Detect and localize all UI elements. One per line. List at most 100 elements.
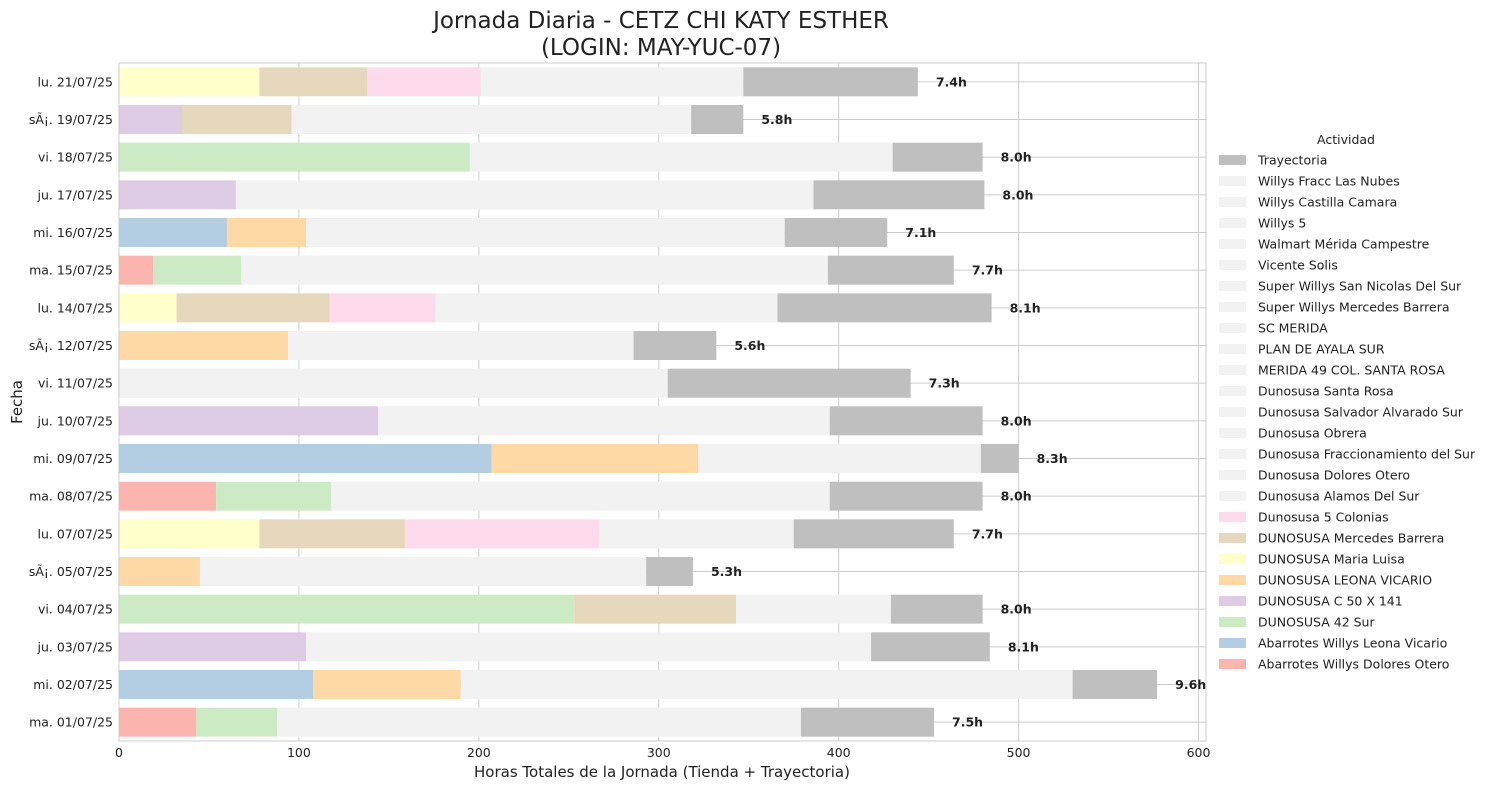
bar-segment <box>980 444 1019 473</box>
bar-total-label: 8.0h <box>1001 150 1032 165</box>
legend-swatch <box>1219 197 1246 207</box>
bar-segment <box>259 67 368 97</box>
bar-segment <box>176 293 330 323</box>
bar-total-label: 8.0h <box>1001 413 1032 428</box>
bar-segment <box>331 481 830 511</box>
bar-segment <box>119 67 260 97</box>
y-tick-label: sÃ¡. 05/07/25 <box>29 564 113 579</box>
bar-segment <box>599 519 794 549</box>
y-tick-label: mi. 16/07/25 <box>33 225 113 240</box>
legend-label: Vicente Solis <box>1258 258 1338 273</box>
chart-title: Jornada Diaria - CETZ CHI KATY ESTHER <box>431 8 889 34</box>
legend-swatch <box>1219 155 1246 165</box>
bar-segment <box>181 105 292 134</box>
bars-layer <box>119 67 1158 737</box>
bar-segment <box>196 707 278 737</box>
legend-label: Willys Castilla Camara <box>1258 195 1397 210</box>
bar-segment <box>829 481 983 511</box>
bar-segment <box>743 67 918 97</box>
y-tick-label: mi. 09/07/25 <box>33 451 113 466</box>
bar-segment <box>892 142 983 172</box>
legend-swatch <box>1219 323 1246 333</box>
y-tick-label: lu. 07/07/25 <box>38 526 113 541</box>
bar-segment <box>491 444 699 473</box>
legend-label: DUNOSUSA 42 Sur <box>1258 615 1375 630</box>
bar-segment <box>119 481 217 511</box>
bar-total-label: 8.3h <box>1037 451 1068 466</box>
bar-total-label: 7.1h <box>905 225 936 240</box>
legend-label: PLAN DE AYALA SUR <box>1258 342 1385 357</box>
bar-segment <box>199 557 647 586</box>
legend-label: Dunosusa 5 Colonias <box>1258 510 1389 525</box>
legend-swatch <box>1219 617 1246 627</box>
legend-label: Super Willys San Nicolas Del Sur <box>1258 279 1462 294</box>
bar-segment <box>119 406 379 436</box>
bar-total-label: 8.1h <box>1008 639 1039 654</box>
bar-segment <box>574 594 737 624</box>
legend-label: Willys 5 <box>1258 216 1306 231</box>
bar-segment <box>119 180 236 210</box>
legend-label: Dunosusa Santa Rosa <box>1258 384 1394 399</box>
bar-segment <box>119 293 177 323</box>
legend-swatch <box>1219 260 1246 270</box>
bar-segment <box>119 557 200 586</box>
legend-swatch <box>1219 638 1246 648</box>
legend-label: Willys Fracc Las Nubes <box>1258 174 1400 189</box>
bar-segment <box>235 180 814 210</box>
legend-label: Dunosusa Alamos Del Sur <box>1258 489 1420 504</box>
legend-title: Actividad <box>1317 132 1375 147</box>
legend-label: SC MERIDA <box>1258 321 1328 336</box>
bar-segment <box>469 142 893 172</box>
bar-segment <box>153 255 242 285</box>
y-tick-label: sÃ¡. 12/07/25 <box>29 338 113 353</box>
bar-segment <box>646 557 693 586</box>
bar-total-label: 5.3h <box>711 564 742 579</box>
x-tick-label: 100 <box>287 745 311 760</box>
bar-total-label: 7.4h <box>936 74 967 89</box>
bar-segment <box>777 293 992 323</box>
bar-segment <box>633 331 717 360</box>
x-tick-label: 400 <box>827 745 851 760</box>
legend-swatch <box>1219 344 1246 354</box>
bar-segment <box>698 444 981 473</box>
y-tick-label: lu. 14/07/25 <box>38 300 113 315</box>
y-axis-label: Fecha <box>8 380 26 424</box>
legend-swatch <box>1219 386 1246 396</box>
bar-segment <box>829 406 983 436</box>
bar-total-label: 7.7h <box>972 526 1003 541</box>
bar-total-label: 9.6h <box>1175 677 1206 692</box>
plot-frame <box>118 62 1207 742</box>
bar-segment <box>119 142 470 172</box>
bar-segment <box>871 632 990 662</box>
legend-swatch <box>1219 428 1246 438</box>
bar-segment <box>119 707 197 737</box>
chart-subtitle: (LOGIN: MAY-YUC-07) <box>541 35 781 61</box>
y-tick-label: ju. 03/07/25 <box>37 639 113 654</box>
bar-segment <box>378 406 830 436</box>
bar-segment <box>435 293 778 323</box>
y-tick-label: vi. 04/07/25 <box>38 602 113 617</box>
legend-label: DUNOSUSA C 50 X 141 <box>1258 594 1403 609</box>
y-tick-label: lu. 21/07/25 <box>38 74 113 89</box>
bar-segment <box>667 368 911 398</box>
bar-segment <box>793 519 954 549</box>
legend-swatch <box>1219 449 1246 459</box>
legend-swatch <box>1219 554 1246 564</box>
bar-segment <box>890 594 983 624</box>
legend-swatch <box>1219 533 1246 543</box>
bar-total-label: 7.7h <box>972 263 1003 278</box>
bar-total-label: 7.3h <box>929 376 960 391</box>
bar-segment <box>460 670 1073 699</box>
y-tick-label: ju. 17/07/25 <box>37 187 113 202</box>
bar-segment <box>119 368 668 398</box>
legend: Actividad Trayectoria Willys Fracc Las Nu… <box>1219 132 1476 672</box>
legend-swatch <box>1219 470 1246 480</box>
bar-segment <box>1072 670 1158 699</box>
x-tick-label: 0 <box>115 745 123 760</box>
bar-segment <box>306 218 785 247</box>
legend-label: Abarrotes Willys Dolores Otero <box>1258 657 1449 672</box>
labels-layer: 7.4h 5.8h 8.0h 8.0h 7.1h 7.7h 8.1h 5.6h 7.3h 8.0h… <box>711 74 1206 729</box>
bar-total-label: 5.6h <box>734 338 765 353</box>
